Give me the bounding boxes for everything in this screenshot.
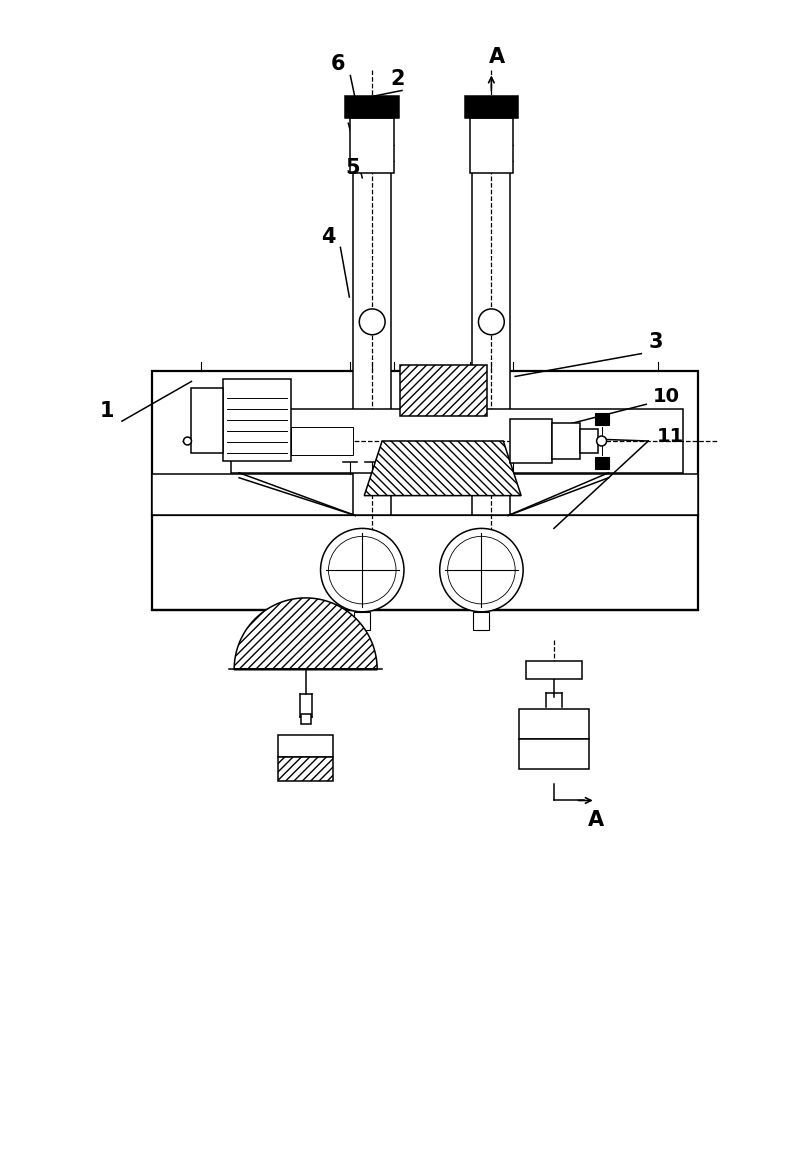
Bar bbox=[580, 429, 598, 453]
Bar bbox=[465, 96, 518, 118]
Bar bbox=[350, 118, 394, 173]
Bar bbox=[278, 735, 334, 757]
Bar bbox=[354, 118, 391, 516]
Bar bbox=[519, 709, 589, 739]
Bar bbox=[301, 714, 310, 724]
Circle shape bbox=[478, 309, 504, 335]
Bar bbox=[191, 388, 223, 453]
Text: 2: 2 bbox=[390, 69, 406, 89]
Text: 3: 3 bbox=[649, 332, 663, 352]
Text: 5: 5 bbox=[345, 158, 360, 178]
Bar bbox=[223, 379, 290, 461]
Bar bbox=[473, 118, 510, 516]
Bar bbox=[278, 757, 334, 780]
Bar bbox=[594, 413, 609, 425]
Bar bbox=[510, 419, 552, 463]
Circle shape bbox=[448, 536, 515, 604]
Bar bbox=[400, 365, 487, 417]
Bar bbox=[552, 424, 580, 459]
Text: 1: 1 bbox=[100, 401, 114, 421]
Bar bbox=[519, 739, 589, 769]
Bar bbox=[354, 612, 370, 629]
Polygon shape bbox=[364, 441, 521, 496]
Bar bbox=[474, 612, 490, 629]
Bar bbox=[152, 372, 698, 610]
Bar bbox=[231, 410, 683, 473]
Circle shape bbox=[359, 309, 385, 335]
Circle shape bbox=[321, 529, 404, 612]
Circle shape bbox=[597, 436, 606, 446]
Bar bbox=[470, 118, 514, 173]
Text: A: A bbox=[587, 811, 604, 831]
Text: 6: 6 bbox=[331, 54, 346, 74]
Bar bbox=[290, 427, 354, 455]
Text: 11: 11 bbox=[657, 427, 684, 446]
Text: A: A bbox=[490, 47, 506, 67]
Bar bbox=[152, 474, 698, 516]
Text: 4: 4 bbox=[322, 227, 336, 247]
Bar bbox=[526, 661, 582, 680]
Bar bbox=[594, 457, 609, 469]
Bar bbox=[346, 96, 399, 118]
Circle shape bbox=[183, 438, 191, 445]
Polygon shape bbox=[234, 598, 377, 669]
Circle shape bbox=[329, 536, 396, 604]
Circle shape bbox=[440, 529, 523, 612]
Text: 10: 10 bbox=[653, 387, 680, 406]
